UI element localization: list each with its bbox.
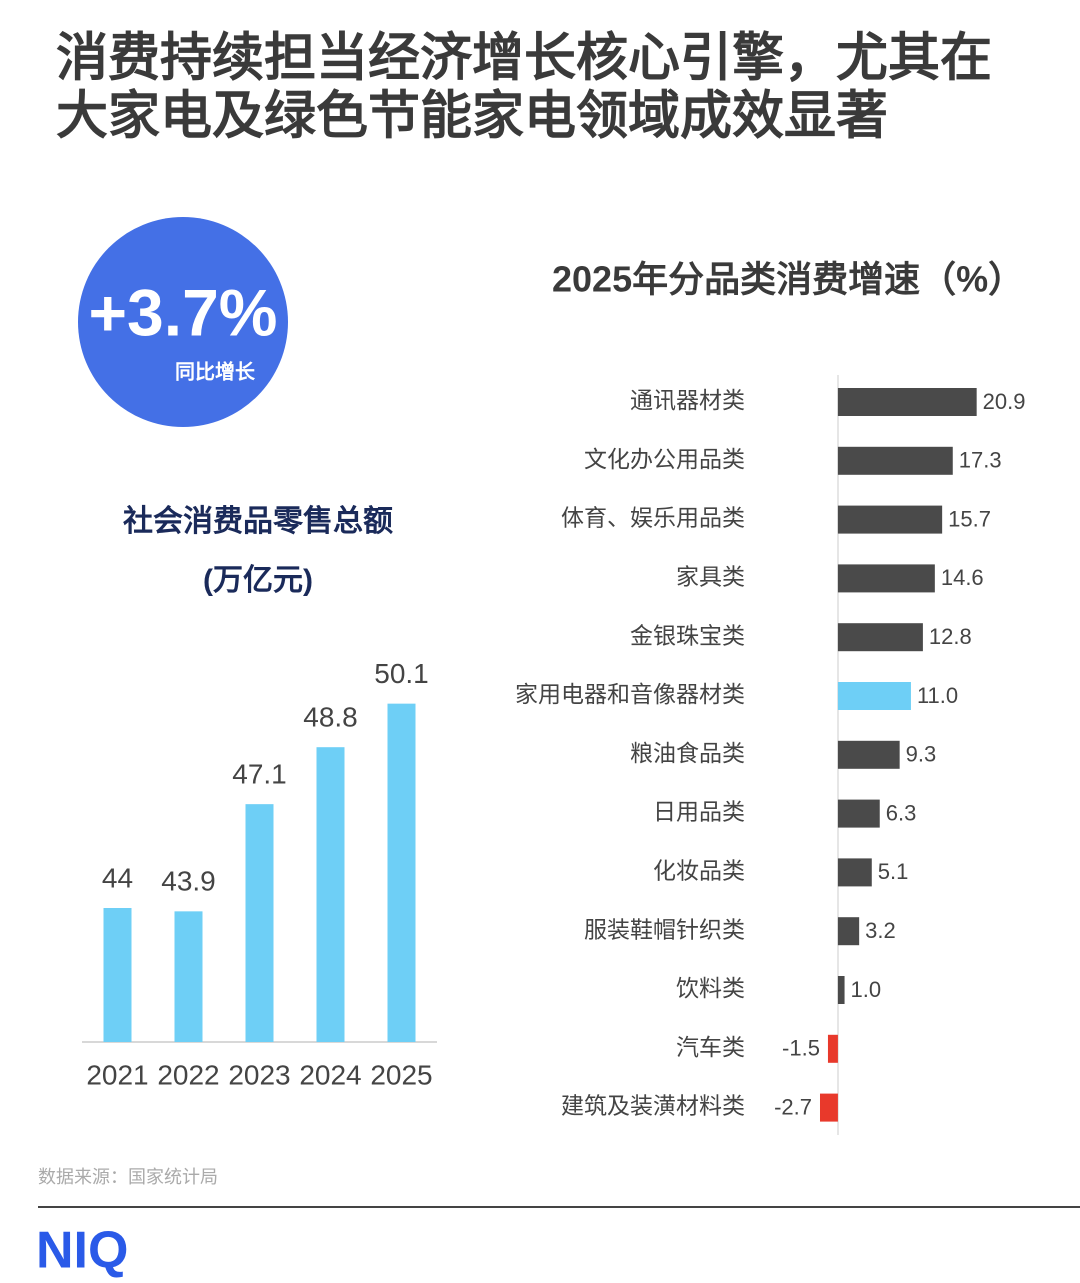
chart-title: 2025年分品类消费增速（%）: [552, 259, 1024, 300]
y-tick-label: 体育、娱乐用品类: [561, 505, 745, 531]
page-title: 消费持续担当经济增长核心引擎，尤其在: [56, 30, 992, 88]
y-tick-label: 粮油食品类: [630, 740, 745, 766]
bar: [837, 623, 923, 652]
source: 数据来源：国家统计局: [38, 1167, 218, 1187]
value-label: 44: [102, 862, 133, 893]
badge-circle: [78, 217, 288, 427]
bar: [387, 703, 416, 1042]
bar: [174, 911, 203, 1042]
bar: [837, 799, 880, 828]
x-tick-label: 2023: [228, 1059, 290, 1090]
value-label: 47.1: [232, 759, 287, 790]
value-label: 9.3: [906, 742, 937, 767]
value-label: 43.9: [161, 866, 216, 897]
y-tick-label: 金银珠宝类: [630, 622, 745, 648]
y-tick-label: 通讯器材类: [630, 387, 745, 413]
value-label: 12.8: [929, 624, 972, 649]
x-tick-label: 2021: [86, 1059, 148, 1090]
value-label: 14.6: [941, 565, 984, 590]
x-tick-label: 2022: [157, 1059, 219, 1090]
x-tick-label: 2025: [370, 1059, 432, 1090]
chart-title: 社会消费品零售总额: [123, 505, 393, 538]
bar: [316, 747, 345, 1042]
page-title: 大家电及绿色节能家电领域成效显著: [56, 88, 888, 146]
value-label: 5.1: [878, 859, 909, 884]
y-tick-label: 化妆品类: [653, 857, 745, 883]
bar: [837, 682, 911, 710]
y-tick-label: 汽车类: [676, 1034, 745, 1060]
bar: [837, 505, 943, 534]
logo: NIQ: [36, 1222, 128, 1280]
value-label: 3.2: [865, 918, 896, 943]
y-tick-label: 家用电器和音像器材类: [515, 681, 745, 707]
y-tick-label: 服装鞋帽针织类: [584, 916, 745, 942]
y-tick-label: 日用品类: [653, 799, 745, 825]
value-label: -2.7: [774, 1094, 812, 1119]
bar: [837, 564, 935, 593]
value-label: 15.7: [948, 506, 991, 531]
value-label: 1.0: [851, 977, 882, 1002]
bar: [837, 858, 872, 887]
value-label: 11.0: [917, 683, 958, 708]
bar: [837, 446, 953, 475]
y-tick-label: 建筑及装潢材料类: [561, 1093, 745, 1119]
bar: [245, 804, 274, 1042]
badge-label: 同比增长: [175, 359, 256, 383]
bar: [837, 388, 977, 416]
value-label: 48.8: [303, 702, 358, 733]
value-label: 17.3: [959, 448, 1002, 473]
bar: [837, 740, 900, 769]
y-tick-label: 饮料类: [676, 975, 745, 1001]
value-label: 50.1: [374, 658, 429, 689]
bar: [837, 917, 860, 946]
bar: [837, 976, 845, 1004]
value-label: 6.3: [886, 800, 917, 825]
y-tick-label: 家具类: [676, 563, 745, 589]
bar: [827, 1034, 838, 1063]
chart-title: (万亿元): [203, 564, 313, 597]
bar: [103, 908, 132, 1042]
bar: [819, 1093, 838, 1122]
x-tick-label: 2024: [299, 1059, 361, 1090]
y-tick-label: 文化办公用品类: [584, 446, 745, 472]
value-label: -1.5: [782, 1036, 820, 1061]
value-label: 20.9: [983, 389, 1026, 414]
badge-value: +3.7%: [89, 275, 278, 349]
